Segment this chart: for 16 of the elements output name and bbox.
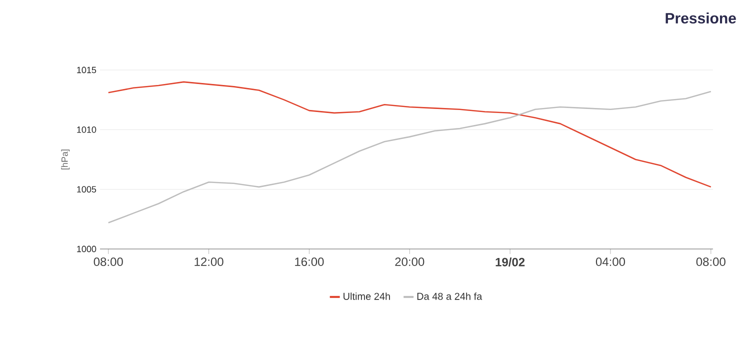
x-tick-label: 04:00 <box>596 258 626 266</box>
line-series <box>108 90 712 224</box>
legend-label: Da 48 a 24h fa <box>417 292 482 300</box>
x-tick-label: 08:00 <box>94 258 123 266</box>
y-tick-label: 1000 <box>77 246 96 252</box>
x-tick-label: 16:00 <box>295 258 324 266</box>
y-tick-label: 1005 <box>77 186 96 193</box>
y-axis-title: [hPa] <box>61 150 70 170</box>
x-tick-label: 12:00 <box>194 258 224 266</box>
x-tick-label: 20:00 <box>395 258 424 266</box>
y-tick-label: 1010 <box>77 126 96 133</box>
y-tick-label: 1015 <box>77 66 96 74</box>
x-tick-label: 08:00 <box>696 258 726 266</box>
x-tick-label: 19/02 <box>496 258 525 266</box>
chart-title: Pressione <box>666 12 736 24</box>
legend-label: Ultime 24h <box>344 292 390 300</box>
